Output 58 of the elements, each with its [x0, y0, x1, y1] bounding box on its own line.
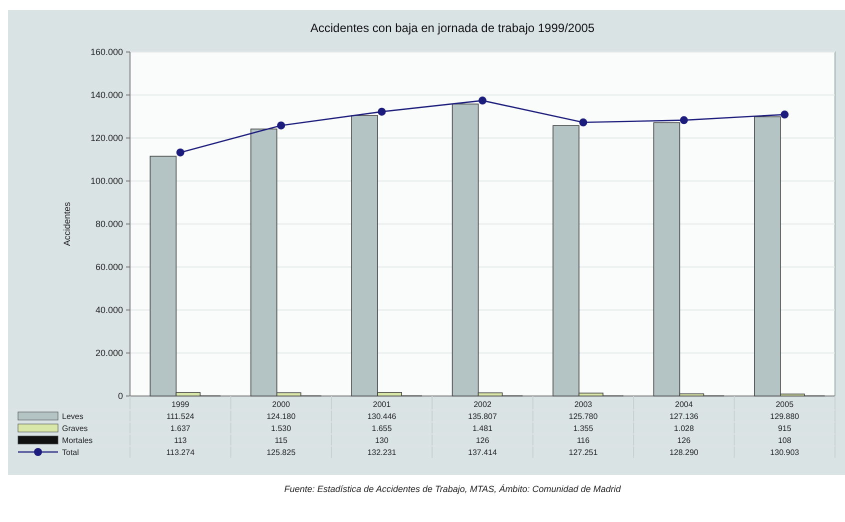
y-tick-label: 140.000: [90, 90, 123, 100]
x-tick-label: 2003: [574, 400, 593, 409]
y-tick-label: 20.000: [95, 348, 123, 358]
data-label: 126: [476, 436, 490, 445]
data-label: 128.290: [669, 448, 699, 457]
source-note: Fuente: Estadística de Accidentes de Trabajo, MTAS, Ámbito: Comunidad de Madrid: [284, 484, 622, 494]
data-label: 111.524: [166, 412, 195, 421]
data-label: 915: [778, 424, 792, 433]
data-label: 1.481: [472, 424, 494, 433]
y-tick-label: 40.000: [95, 305, 123, 316]
point: [579, 118, 588, 126]
x-tick-label: 2004: [675, 400, 694, 409]
point: [176, 148, 184, 156]
y-axis-title: Accidentes: [62, 201, 72, 246]
data-label: 127.251: [568, 448, 598, 457]
legend-label: Mortales: [62, 436, 93, 445]
x-tick-label: 2001: [372, 400, 392, 409]
data-label: 137.414: [468, 448, 498, 457]
data-label: 1.530: [271, 424, 292, 433]
x-tick-label: 2000: [272, 400, 291, 409]
data-label: 126: [677, 436, 692, 445]
point: [378, 108, 386, 116]
data-label: 1.637: [170, 424, 191, 433]
x-tick-label: 2002: [474, 400, 492, 409]
y-tick-label: 100.000: [90, 176, 123, 186]
point: [478, 96, 486, 105]
data-label: 135.807: [468, 412, 498, 421]
legend-label: Graves: [62, 424, 88, 433]
data-label: 113.274: [166, 448, 196, 457]
data-label: 1.655: [372, 424, 392, 433]
data-label: 1.355: [573, 424, 594, 433]
data-label: 129.880: [770, 412, 800, 421]
chart-title: Accidentes con baja en jornada de trabajo 1999/2005: [310, 21, 595, 35]
y-tick-label: 120.000: [90, 133, 123, 144]
data-label: 116: [576, 436, 590, 445]
point: [680, 116, 688, 124]
data-label: 124.180: [266, 412, 296, 421]
legend-label: Total: [62, 448, 80, 457]
data-label: 130: [375, 436, 390, 445]
data-label: 127.136: [669, 412, 699, 421]
data-label: 115: [274, 436, 288, 445]
y-tick-label: 80.000: [95, 219, 123, 230]
data-label: 132.231: [367, 448, 397, 457]
x-tick-label: 2005: [776, 400, 794, 409]
y-tick-label: 0: [118, 391, 123, 402]
data-label: 1.028: [674, 424, 694, 433]
data-label: 125.780: [568, 412, 598, 421]
point: [277, 121, 286, 130]
point: [780, 110, 789, 119]
data-label: 113: [174, 436, 188, 445]
y-tick-label: 160.000: [90, 47, 123, 58]
data-label: 125.825: [266, 448, 296, 457]
data-label: 130.903: [770, 448, 800, 457]
data-label: 108: [778, 436, 792, 445]
x-tick-label: 1999: [171, 400, 190, 409]
legend-label: Leves: [62, 412, 84, 421]
data-label: 130.446: [367, 412, 397, 421]
y-tick-label: 60.000: [95, 262, 123, 272]
